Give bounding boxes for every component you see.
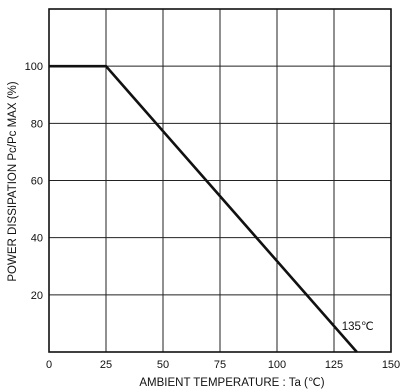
y-tick-label: 100 [25, 61, 43, 73]
x-tick-label: 100 [268, 359, 286, 371]
y-tick-label: 40 [31, 233, 43, 245]
y-tick-label: 60 [31, 176, 43, 188]
series-group [49, 64, 358, 353]
grid-lines [49, 9, 391, 352]
y-tick-label: 80 [31, 118, 43, 130]
x-tick-label: 75 [214, 359, 226, 371]
x-tick-labels: 0 25 50 75 100 125 150 [46, 359, 400, 371]
x-tick-label: 25 [100, 359, 112, 371]
x-tick-label: 150 [382, 359, 400, 371]
y-tick-label: 20 [31, 290, 43, 302]
plot-frame [48, 8, 392, 353]
x-tick-label: 125 [325, 359, 343, 371]
x-tick-label: 0 [46, 359, 52, 371]
annotations: 135℃ [342, 321, 374, 333]
x-axis-label: AMBIENT TEMPERATURE : Ta (℃) [139, 377, 324, 389]
y-tick-labels: 20 40 60 80 100 [25, 61, 43, 302]
x-tick-label: 50 [157, 359, 169, 371]
annotation-label: 135℃ [342, 321, 374, 333]
y-axis-label: POWER DISSIPATION Pc/Pc MAX (%) [7, 81, 19, 281]
derating-line [49, 64, 358, 353]
